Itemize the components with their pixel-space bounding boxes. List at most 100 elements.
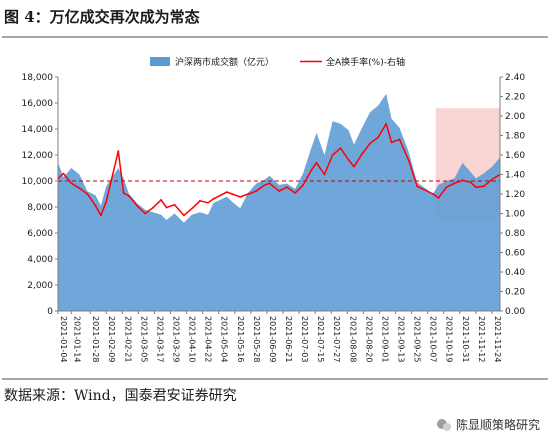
line-point xyxy=(278,190,280,192)
figure-title: 图 4：万亿成交再次成为常态 xyxy=(4,8,200,26)
line-point xyxy=(331,154,334,156)
x-tick-label: 2021-07-27 xyxy=(332,316,341,363)
plot-area: 0 2,000 4,000 6,000 8,000 10,000 12,000 14,000 1… xyxy=(22,73,526,363)
x-tick-label: 2021-08-20 xyxy=(364,316,373,363)
x-tick-label: 2021-07-15 xyxy=(316,316,325,363)
chart: 沪深两市成交额（亿元） 全A换手率(%)-右轴 0 2,000 4,000 6,000… xyxy=(22,56,526,363)
line-point xyxy=(199,199,201,202)
line-point xyxy=(122,192,125,194)
line-point xyxy=(347,158,350,161)
source-note: 数据来源：Wind，国泰君安证券研究 xyxy=(4,388,237,404)
x-tick-label: 2021-04-22 xyxy=(204,316,213,363)
y-right-tick-label: 2.20 xyxy=(505,93,525,103)
line-point xyxy=(377,136,380,139)
line-point xyxy=(483,185,485,188)
line-point xyxy=(94,204,97,207)
x-tick-label: 2021-09-01 xyxy=(380,316,389,363)
line-point xyxy=(294,192,296,194)
watermark: 陈显顺策略研究 xyxy=(436,416,540,433)
x-tick-label: 2021-10-19 xyxy=(445,316,454,363)
y-left-tick-label: 2,000 xyxy=(27,281,53,291)
y-left-tick-label: 10,000 xyxy=(22,177,54,187)
y-right-tick-label: 1.00 xyxy=(505,210,525,220)
line-point xyxy=(268,182,271,185)
y-right-tick-label: 0.40 xyxy=(505,268,525,278)
x-tick-label: 2021-05-16 xyxy=(236,316,245,363)
line-point xyxy=(310,169,313,172)
line-point xyxy=(432,193,434,195)
line-point xyxy=(437,197,440,199)
line-point xyxy=(239,196,242,198)
y-right-tick-label: 2.40 xyxy=(505,73,525,83)
line-point xyxy=(86,193,89,195)
x-tick-label: 2021-09-25 xyxy=(413,316,422,363)
x-tick-label: 2021-08-08 xyxy=(348,316,357,363)
line-point xyxy=(474,186,477,189)
y-left-tick-label: 0 xyxy=(47,307,53,317)
line-point xyxy=(128,195,130,197)
x-tick-label: 2021-03-05 xyxy=(139,316,148,363)
line-point xyxy=(445,186,448,189)
x-tick-label: 2021-07-03 xyxy=(300,316,309,363)
x-tick-label: 2021-05-28 xyxy=(252,316,261,363)
y-right-tick-label: 0.20 xyxy=(505,288,525,298)
x-tick-label: 2021-05-04 xyxy=(220,316,229,363)
x-tick-label: 2021-11-12 xyxy=(477,316,486,362)
line-point xyxy=(408,159,410,162)
y-left-tick-label: 18,000 xyxy=(22,73,54,83)
y-left-tick-label: 14,000 xyxy=(22,125,54,135)
legend: 沪深两市成交额（亿元） 全A换手率(%)-右轴 xyxy=(150,56,405,68)
x-tick-label: 2021-06-21 xyxy=(284,316,293,363)
x-tick-label: 2021-06-09 xyxy=(268,316,277,363)
line-point xyxy=(165,206,168,209)
line-point xyxy=(144,212,146,215)
y-left-tick-label: 4,000 xyxy=(27,255,53,265)
x-tick-label: 2021-01-28 xyxy=(91,316,100,363)
line-point xyxy=(453,182,456,185)
line-point xyxy=(173,203,176,206)
y-right-tick-label: 2.00 xyxy=(505,112,525,122)
line-point xyxy=(263,184,266,187)
line-point xyxy=(469,181,472,184)
line-point xyxy=(99,214,102,217)
x-tick-label: 2021-10-07 xyxy=(429,316,438,363)
line-point xyxy=(353,165,355,168)
x-tick-label: 2021-02-09 xyxy=(107,316,116,363)
line-point xyxy=(212,197,215,200)
line-point xyxy=(302,184,305,187)
line-point xyxy=(323,173,326,176)
line-point xyxy=(361,153,363,155)
x-tick-label: 2021-03-29 xyxy=(172,316,181,363)
x-tick-label: 2021-10-31 xyxy=(461,316,470,363)
legend-label-line: 全A换手率(%)-右轴 xyxy=(326,56,405,68)
line-point xyxy=(152,206,154,209)
y-right-tick-label: 0.00 xyxy=(505,307,525,317)
line-point xyxy=(315,161,318,164)
line-point xyxy=(390,141,393,144)
line-point xyxy=(231,193,234,195)
x-tick-label: 2021-02-21 xyxy=(123,316,132,363)
line-point xyxy=(225,191,228,193)
x-tick-label: 2021-01-04 xyxy=(59,316,68,363)
x-tick-label: 2021-11-24 xyxy=(493,316,502,363)
line-point xyxy=(416,185,418,188)
series-area-turnover-value xyxy=(58,93,500,312)
top-rule xyxy=(2,36,548,38)
line-point xyxy=(286,186,288,189)
line-point xyxy=(461,179,464,182)
line-point xyxy=(136,204,138,207)
y-right-tick-label: 0.80 xyxy=(505,229,525,239)
line-point xyxy=(255,190,258,192)
line-point xyxy=(385,122,388,125)
line-point xyxy=(160,198,163,201)
y-left-tick-label: 12,000 xyxy=(22,151,54,161)
y-right-tick-label: 1.20 xyxy=(505,190,525,200)
y-left-tick-label: 6,000 xyxy=(27,229,53,239)
x-tick-label: 2021-01-14 xyxy=(72,316,81,363)
line-point xyxy=(191,207,193,210)
line-point xyxy=(398,138,401,141)
x-tick-label: 2021-09-13 xyxy=(397,316,406,363)
legend-swatch-area xyxy=(150,57,170,66)
line-point xyxy=(62,172,65,175)
bottom-rule xyxy=(2,378,548,380)
